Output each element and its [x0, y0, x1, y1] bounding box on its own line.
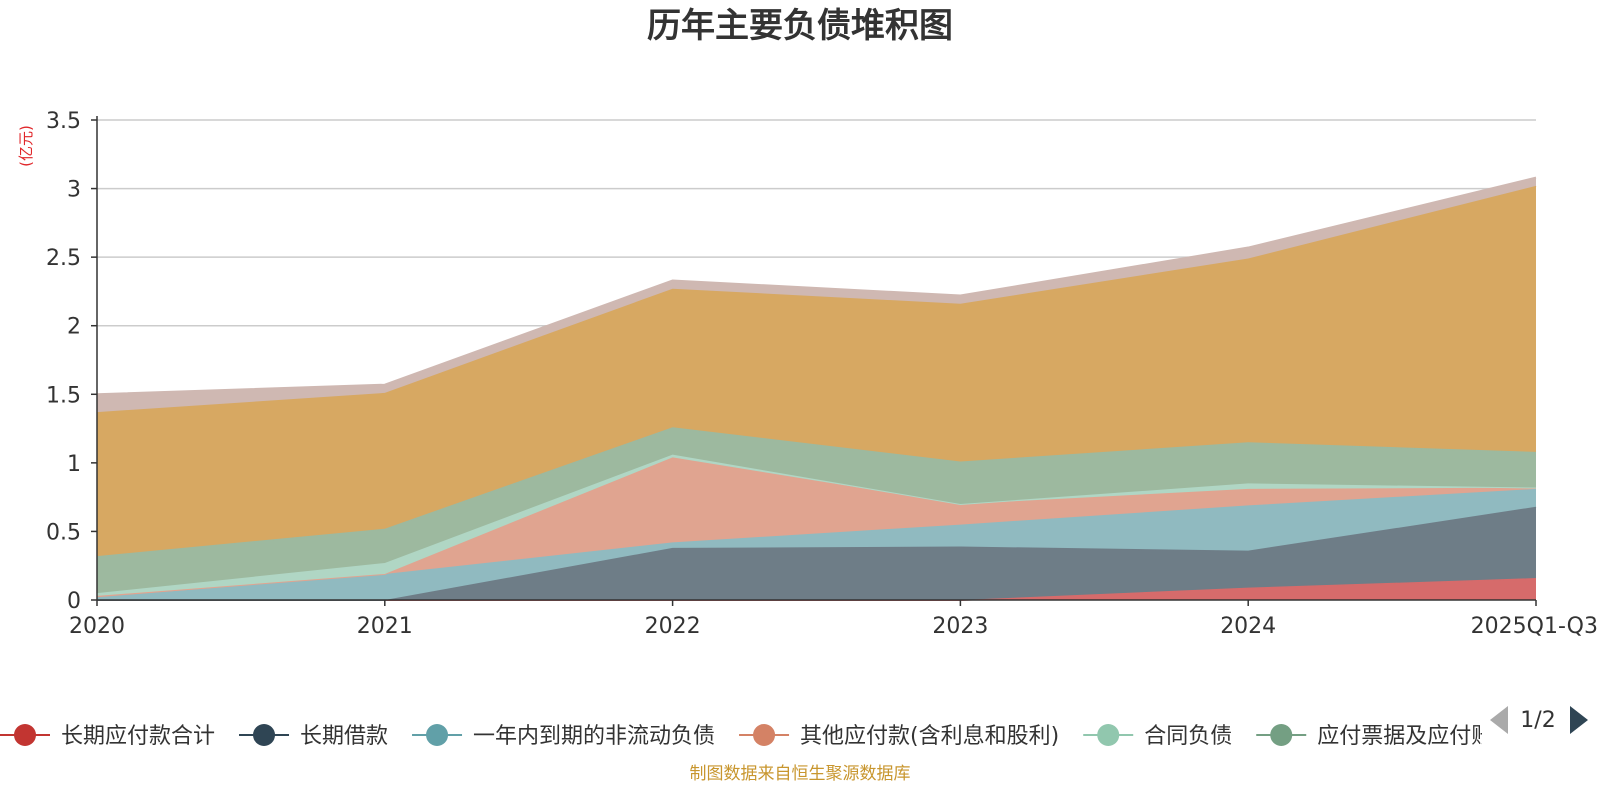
series-line-7 — [96, 176, 1537, 396]
legend-item[interactable]: 长期借款 — [239, 724, 388, 749]
x-tick-label: 2025Q1-Q3 — [1471, 614, 1598, 639]
legend-item[interactable]: 应付票据及应付账款 — [1256, 724, 1515, 749]
legend-circle-icon — [753, 724, 776, 746]
y-tick-label: 3.5 — [46, 109, 81, 134]
legend: 长期应付款合计 长期借款 一年内到期的非流动负债 其他应付款(含利息和股利) 合同负债 应… — [0, 724, 1515, 749]
legend-label: 其他应付款(含利息和股利) — [800, 724, 1059, 749]
area-series-5 — [97, 427, 1536, 594]
x-tick-label: 2020 — [69, 614, 125, 639]
legend-circle-icon — [426, 724, 449, 746]
y-tick-label: 0 — [67, 589, 81, 614]
legend-label: 应付票据及应付账款 — [1317, 724, 1515, 749]
y-tick-label: 2 — [67, 315, 81, 340]
area-series-7 — [97, 177, 1536, 413]
legend-circle-icon — [1097, 724, 1120, 746]
legend-next-icon[interactable] — [1570, 706, 1588, 734]
legend-item[interactable]: 合同负债 — [1083, 724, 1232, 749]
legend-page-indicator: 1/2 — [1520, 708, 1555, 733]
area-series-3 — [97, 457, 1536, 598]
legend-circle-icon — [253, 724, 276, 746]
area-series-6 — [97, 185, 1536, 557]
area-series-2 — [97, 488, 1536, 600]
y-tick-label: 2.5 — [46, 246, 81, 271]
legend-item[interactable]: 一年内到期的非流动负债 — [412, 724, 715, 749]
area-series-1 — [97, 506, 1536, 600]
y-tick-label: 3 — [67, 178, 81, 203]
legend-circle-icon — [1270, 724, 1293, 746]
x-tick-label: 2022 — [645, 614, 701, 639]
area-series-0 — [97, 578, 1536, 600]
y-tick-label: 1 — [67, 452, 81, 477]
y-axis-unit-label: (亿元) — [17, 125, 35, 167]
x-tick-label: 2023 — [932, 614, 988, 639]
legend-prev-icon[interactable] — [1490, 706, 1508, 734]
axes: 0 0.5 1 1.5 2 2.5 3 3.5 2020 2021 2022 2023 2024 2025… — [46, 109, 1598, 639]
x-tick-label: 2021 — [357, 614, 413, 639]
x-tick-label: 2024 — [1220, 614, 1276, 639]
area-series — [96, 176, 1537, 601]
legend-label: 合同负债 — [1144, 724, 1232, 749]
legend-label: 一年内到期的非流动负债 — [473, 724, 715, 749]
legend-item[interactable]: 其他应付款(含利息和股利) — [739, 724, 1059, 749]
y-tick-label: 0.5 — [46, 520, 81, 545]
chart-title: 历年主要负债堆积图 — [647, 6, 953, 46]
area-series-4 — [97, 454, 1536, 596]
y-tick-label: 1.5 — [46, 383, 81, 408]
legend-item[interactable]: 长期应付款合计 — [0, 724, 215, 749]
legend-pager: 1/2 — [1490, 706, 1588, 734]
legend-circle-icon — [14, 724, 36, 746]
legend-label: 长期借款 — [300, 724, 388, 749]
legend-label: 长期应付款合计 — [61, 724, 215, 749]
source-note: 制图数据来自恒生聚源数据库 — [690, 764, 911, 784]
